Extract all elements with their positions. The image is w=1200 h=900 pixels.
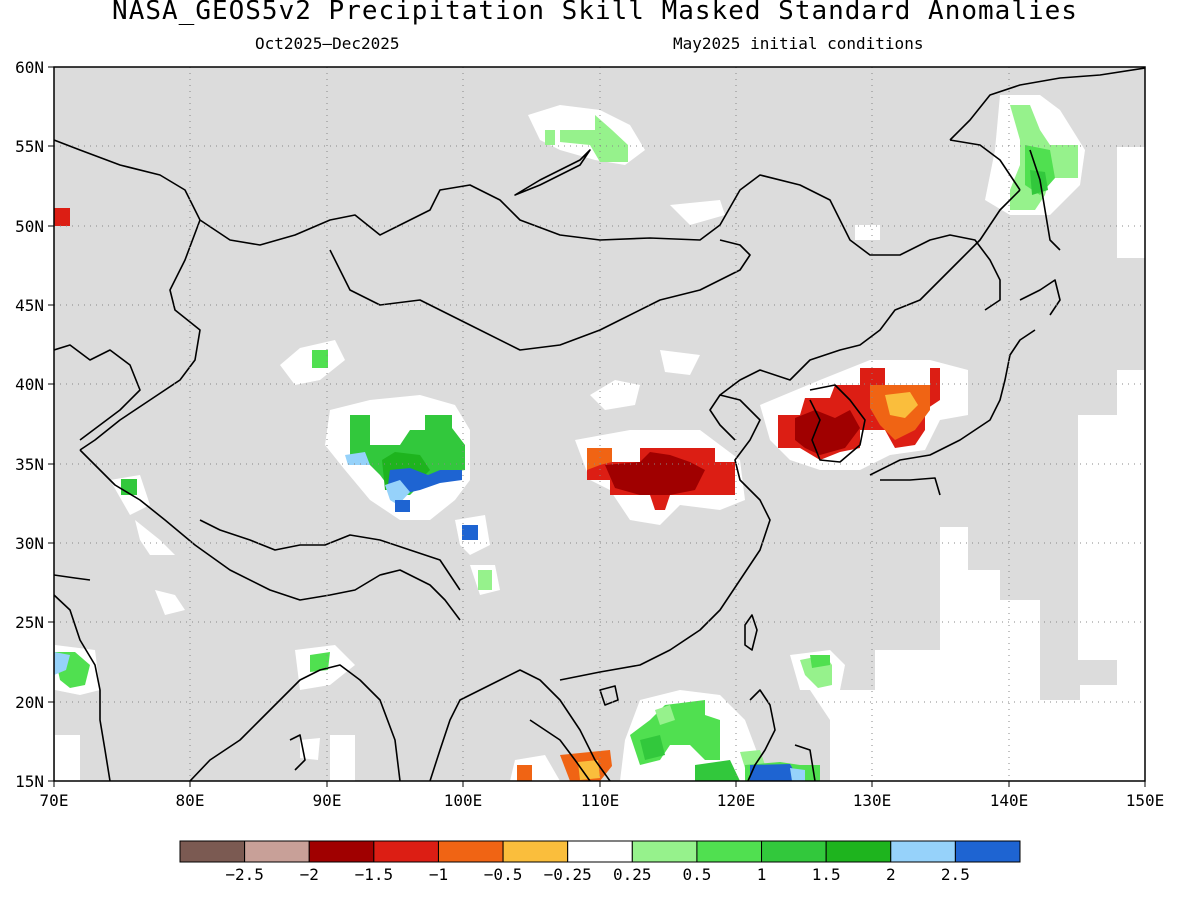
coastlines-borders (54, 67, 1145, 781)
colorbar-swatch (308, 840, 375, 863)
colorbar-swatch (825, 840, 892, 863)
colorbar-swatch (244, 840, 310, 863)
colorbar-swatch (179, 840, 246, 863)
colorbar-swatch (631, 840, 698, 863)
colorbar-label: 0.25 (613, 865, 652, 884)
lon-label: 150E (1126, 791, 1165, 810)
lat-label: 25N (15, 613, 44, 632)
initial-conditions: May2025 initial conditions (673, 34, 924, 53)
lon-labels: 70E 80E 90E 100E 110E 120E 130E 140E 150… (40, 791, 1165, 810)
colorbar-label: 2 (886, 865, 896, 884)
lon-label: 130E (853, 791, 892, 810)
lon-label: 140E (990, 791, 1029, 810)
colorbar-swatch (567, 840, 633, 863)
colorbar (179, 840, 1021, 863)
colorbar-label: 0.5 (682, 865, 711, 884)
lon-label: 70E (40, 791, 69, 810)
colorbar-swatch (696, 840, 763, 863)
colorbar-swatch (954, 840, 1021, 863)
colorbar-label: 2.5 (941, 865, 970, 884)
colorbar-swatch (890, 840, 956, 863)
colorbar-label: −2.5 (225, 865, 264, 884)
colorbar-label: −1 (429, 865, 448, 884)
lon-label: 90E (313, 791, 342, 810)
lat-label: 55N (15, 137, 44, 156)
colorbar-label: −1.5 (355, 865, 394, 884)
lat-label: 60N (15, 58, 44, 77)
lat-label: 20N (15, 693, 44, 712)
lat-label: 50N (15, 217, 44, 236)
lon-label: 100E (444, 791, 483, 810)
graticule (54, 67, 1145, 781)
lat-label: 15N (15, 772, 44, 791)
colorbar-labels: −2.5 −2 −1.5 −1 −0.5 −0.25 0.25 0.5 1 1.5 2 2.5 (225, 865, 969, 884)
lat-label: 40N (15, 375, 44, 394)
colorbar-label: 1 (757, 865, 767, 884)
forecast-period: Oct2025–Dec2025 (255, 34, 400, 53)
colorbar-swatch (437, 840, 504, 863)
lon-label: 120E (717, 791, 756, 810)
colorbar-label: 1.5 (812, 865, 841, 884)
lon-label: 80E (176, 791, 205, 810)
lat-labels: 15N 20N 25N 30N 35N 40N 45N 50N 55N 60N (15, 58, 44, 791)
colorbar-swatch (502, 840, 569, 863)
colorbar-label: −2 (300, 865, 319, 884)
colorbar-label: −0.25 (544, 865, 592, 884)
colorbar-swatch (761, 840, 827, 863)
axis-ticks (48, 66, 1146, 787)
lat-label: 45N (15, 296, 44, 315)
lat-label: 30N (15, 534, 44, 553)
map-title: NASA_GEOS5v2 Precipitation Skill Masked … (112, 0, 1078, 26)
colorbar-swatch (373, 840, 439, 863)
lat-label: 35N (15, 455, 44, 474)
colorbar-label: −0.5 (484, 865, 523, 884)
lon-label: 110E (581, 791, 620, 810)
